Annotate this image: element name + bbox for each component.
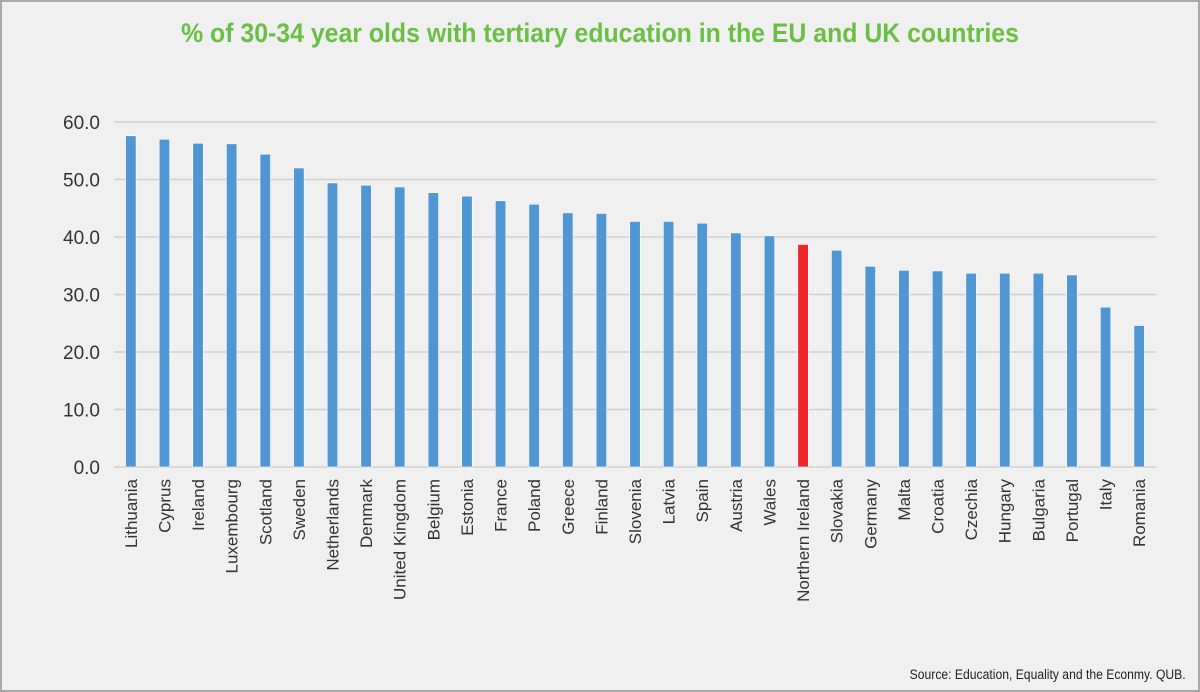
x-tick-label: Bulgaria — [1029, 478, 1048, 541]
bar-slovenia — [629, 221, 641, 468]
bar-slovakia — [831, 249, 843, 468]
bar-spain — [696, 222, 708, 468]
x-tick-label: France — [492, 479, 511, 532]
x-tick-label: Czechia — [962, 478, 981, 540]
bar-belgium — [427, 192, 439, 468]
x-tick-label: Ireland — [189, 479, 208, 531]
x-tick-label: Lithuania — [122, 478, 141, 548]
bar-luxembourg — [226, 143, 238, 468]
x-tick-label: Latvia — [660, 478, 679, 524]
x-tick-label: Netherlands — [323, 479, 342, 571]
bar-croatia — [931, 270, 944, 468]
x-tick-label: Denmark — [357, 479, 376, 548]
bar-france — [494, 200, 507, 468]
x-tick-label: Germany — [861, 479, 880, 549]
x-tick-label: Cyprus — [155, 479, 174, 533]
bar-northern-ireland — [797, 244, 809, 468]
bar-finland — [595, 213, 607, 468]
x-tick-label: Italy — [1097, 479, 1116, 511]
x-tick-label: Slovenia — [626, 478, 645, 544]
bar-greece — [562, 212, 574, 468]
x-tick-label: Spain — [693, 479, 712, 522]
x-tick-label: Austria — [727, 478, 746, 531]
bar-poland — [528, 203, 540, 468]
x-tick-label: Wales — [760, 479, 779, 526]
x-tick-label: Belgium — [424, 479, 443, 540]
x-tick-label: Estonia — [458, 478, 477, 535]
x-tick-label: Romania — [1130, 478, 1149, 547]
x-tick-label: Sweden — [290, 479, 309, 540]
bar-austria — [730, 232, 742, 468]
bar-cyprus — [158, 138, 170, 468]
x-tick-label: Croatia — [929, 478, 948, 533]
bar-ireland — [192, 142, 204, 468]
bar-lithuania — [125, 135, 137, 468]
bar-united-kingdom — [394, 186, 406, 468]
bar-italy — [1100, 306, 1112, 468]
chart-title: % of 30-34 year olds with tertiary educa… — [181, 18, 1019, 48]
x-tick-label: Northern Ireland — [794, 479, 813, 602]
bar-bulgaria — [1032, 272, 1044, 468]
x-tick-label: Slovakia — [828, 478, 847, 543]
y-tick-label: 0.0 — [74, 458, 100, 479]
x-tick-label: United Kingdom — [391, 479, 410, 600]
x-tick-label: Luxembourg — [223, 479, 242, 574]
y-tick-label: 30.0 — [63, 286, 100, 307]
bar-netherlands — [326, 182, 339, 468]
x-tick-label: Malta — [895, 478, 914, 520]
bar-hungary — [999, 272, 1011, 468]
x-tick-label: Hungary — [996, 479, 1015, 544]
bar-romania — [1133, 325, 1145, 468]
bar-denmark — [360, 184, 372, 468]
y-tick-label: 40.0 — [63, 228, 100, 249]
bar-wales — [763, 235, 776, 468]
x-tick-label: Portugal — [1063, 479, 1082, 542]
y-tick-label: 50.0 — [63, 171, 100, 192]
bar-estonia — [461, 195, 473, 468]
x-tick-label: Finland — [592, 479, 611, 535]
y-tick-label: 20.0 — [63, 343, 100, 364]
bar-scotland — [259, 153, 271, 468]
bar-sweden — [293, 167, 305, 468]
bar-malta — [898, 270, 910, 468]
bar-germany — [864, 266, 876, 468]
x-tick-label: Greece — [559, 479, 578, 535]
x-tick-label: Poland — [525, 479, 544, 532]
bar-czechia — [965, 272, 977, 468]
bar-portugal — [1066, 274, 1078, 468]
source-note: Source: Education, Equality and the Econ… — [909, 667, 1186, 682]
x-tick-label: Scotland — [256, 479, 275, 545]
y-tick-label: 60.0 — [63, 113, 100, 134]
y-tick-label: 10.0 — [63, 401, 100, 422]
bar-latvia — [663, 221, 675, 468]
